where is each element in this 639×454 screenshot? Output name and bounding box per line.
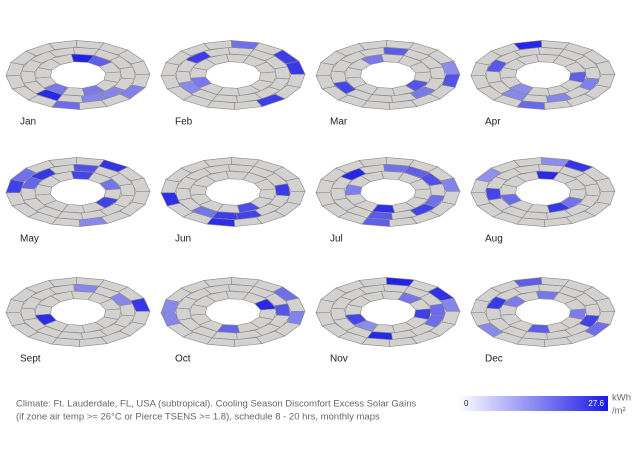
month-label: Jul — [330, 234, 343, 245]
ring-segment — [76, 157, 105, 167]
ring-map: Oct — [160, 277, 306, 365]
month-label: Mar — [330, 117, 348, 128]
ring-segment — [76, 277, 105, 287]
ring-map: Aug — [470, 157, 616, 245]
ring-segment — [231, 277, 260, 287]
caption-line: Climate: Ft. Lauderdale, FL, USA (subtro… — [16, 399, 416, 410]
ring-map: Apr — [470, 40, 616, 128]
ring-segment — [541, 40, 570, 50]
month-label: Jun — [175, 234, 191, 245]
ring-segment — [231, 40, 260, 50]
legend-unit: kWh — [612, 393, 631, 404]
month-label: Nov — [330, 354, 348, 365]
ring-map: Dec — [470, 277, 616, 365]
ring-segment — [76, 40, 105, 50]
ring-map: Jul — [315, 157, 461, 245]
ring-segment — [386, 40, 415, 50]
month-label: Apr — [485, 117, 501, 128]
month-label: May — [20, 234, 39, 245]
caption-line: (if zone air temp >= 26°C or Pierce TSEN… — [16, 412, 380, 423]
ring-segment — [231, 157, 260, 167]
month-label: Feb — [175, 117, 193, 128]
ring-maps: Jan Feb Mar Apr May Jun Jul Aug Sept Oct Nov Dec — [5, 40, 616, 365]
month-label: Jan — [20, 117, 36, 128]
month-label: Dec — [485, 354, 503, 365]
ring-segment — [386, 157, 415, 167]
legend-bar — [458, 396, 608, 411]
month-label: Oct — [175, 354, 191, 365]
ring-map: Jun — [160, 157, 306, 245]
ring-segment — [386, 277, 415, 287]
ring-map: Nov — [315, 277, 461, 365]
month-label: Sept — [20, 354, 41, 365]
ring-map: Jan — [5, 40, 151, 128]
ring-map: May — [5, 157, 151, 245]
ring-segment — [541, 157, 570, 167]
month-label: Aug — [485, 234, 503, 245]
legend-unit: /m² — [612, 406, 626, 417]
ring-map: Feb — [160, 40, 306, 128]
legend-min: 0 — [464, 399, 469, 408]
ring-map: Sept — [5, 277, 151, 365]
legend-max: 27.6 — [588, 399, 604, 408]
ring-segment — [541, 277, 570, 287]
ring-map: Mar — [315, 40, 461, 128]
